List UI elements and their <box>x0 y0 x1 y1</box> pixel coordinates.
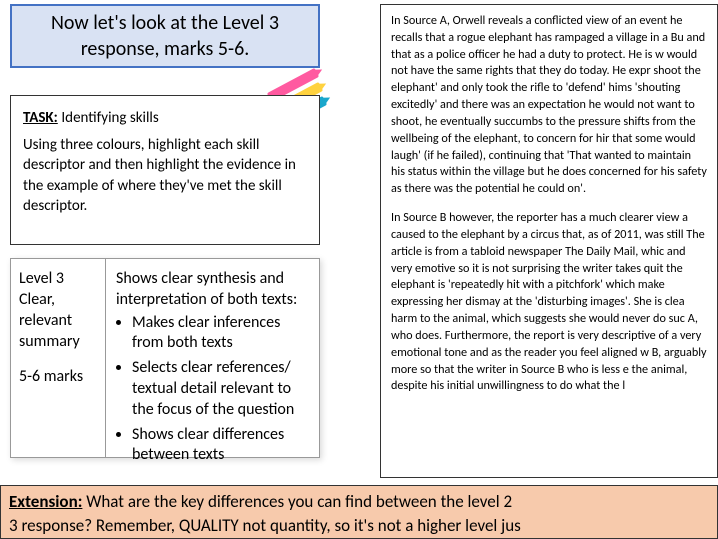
rubric-intro: Shows clear synthesis and interpretation… <box>116 269 309 311</box>
header-text: Now let's look at the Level 3 response, … <box>22 10 308 62</box>
extension-line: 3 response? Remember, QUALITY not quanti… <box>9 515 521 536</box>
rubric-level-line: Level 3 <box>19 269 97 288</box>
rubric-level-line: summary <box>19 332 97 351</box>
extension-box: Extension: What are the key differences … <box>0 485 718 539</box>
rubric-level-line: Clear, <box>19 290 97 309</box>
rubric-bullet: Shows clear differences between texts <box>132 425 309 467</box>
rubric-level-line: relevant <box>19 311 97 330</box>
rubric-bullet: Makes clear inferences from both texts <box>132 313 309 355</box>
rubric-box: Level 3 Clear, relevant summary 5-6 mark… <box>10 258 320 458</box>
task-box: TASK: Identifying skills Using three col… <box>10 95 320 245</box>
source-response-box: In Source A, Orwell reveals a conflicted… <box>380 4 718 478</box>
rubric-descriptor-column: Shows clear synthesis and interpretation… <box>106 259 319 457</box>
task-title: TASK: <box>23 109 58 127</box>
header-box: Now let's look at the Level 3 response, … <box>10 4 320 68</box>
rubric-level-column: Level 3 Clear, relevant summary 5-6 mark… <box>11 259 106 457</box>
rubric-bullet-list: Makes clear inferences from both texts S… <box>132 313 309 467</box>
extension-label: Extension: <box>9 491 82 512</box>
rubric-marks: 5-6 marks <box>19 367 97 386</box>
task-body: Using three colours, highlight each skil… <box>23 135 307 216</box>
task-label: Identifying skills <box>61 109 158 127</box>
rubric-bullet: Selects clear references/ textual detail… <box>132 358 309 420</box>
extension-line: What are the key differences you can fin… <box>86 491 512 512</box>
source-paragraph: In Source A, Orwell reveals a conflicted… <box>391 13 707 198</box>
source-paragraph: In Source B however, the reporter has a … <box>391 210 707 395</box>
